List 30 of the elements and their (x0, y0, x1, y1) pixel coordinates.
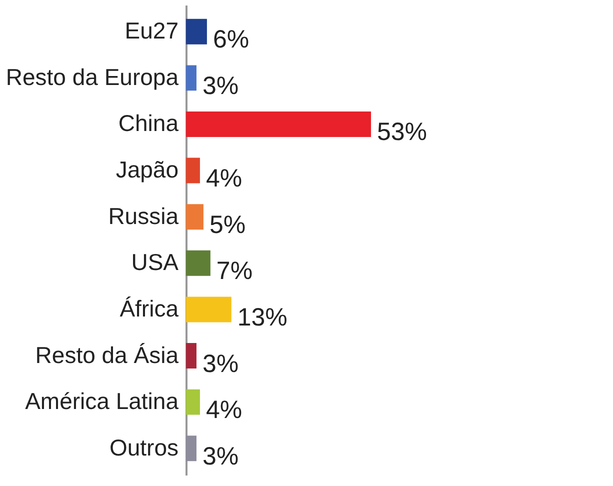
y-tick-label: China (118, 110, 179, 136)
data-label: 4% (206, 164, 242, 193)
data-label: 3% (202, 72, 239, 100)
data-label: 7% (216, 257, 253, 286)
data-label: 13% (237, 303, 288, 332)
data-label: 3% (202, 350, 239, 378)
bar (186, 65, 196, 91)
bar (186, 343, 196, 368)
bar (186, 204, 204, 230)
y-tick-label: Resto da Europa (6, 64, 179, 90)
data-label: 6% (212, 26, 250, 54)
bar (186, 18, 207, 44)
y-tick-label: Japão (116, 156, 178, 183)
y-tick-label: América Latina (25, 388, 179, 414)
y-tick-label: Resto da Ásia (35, 342, 179, 368)
bar (186, 158, 200, 184)
y-tick-label: África (120, 295, 179, 322)
y-tick-label: Eu27 (124, 18, 178, 44)
y-tick-label: Russia (108, 202, 179, 229)
bar (186, 436, 196, 462)
data-label: 3% (202, 442, 239, 470)
y-tick-label: Outros (109, 434, 178, 460)
bar (186, 389, 200, 415)
y-tick-label: USA (131, 249, 180, 276)
data-label: 53% (377, 118, 428, 146)
bar (186, 112, 371, 137)
bar (186, 250, 210, 276)
data-label: 5% (209, 210, 246, 239)
bar (186, 296, 232, 322)
data-label: 4% (206, 396, 242, 424)
